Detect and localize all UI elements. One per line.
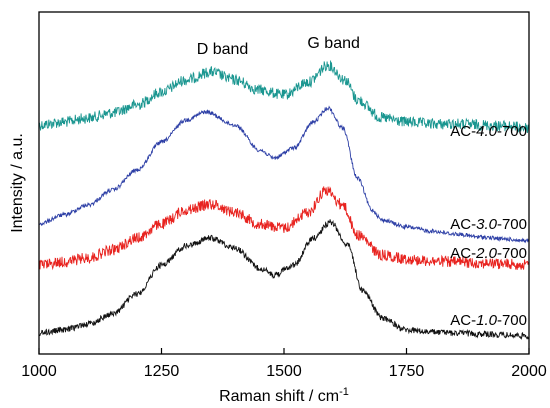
series-label: AC-4.0-700 [450,123,527,140]
series-label-prefix: AC- [450,216,476,233]
series-line [38,186,530,271]
series-label-suffix: -700 [497,216,527,233]
series-label-prefix: AC- [450,312,476,329]
x-axis-ticks: 1000 1250 1500 1750 2000 [21,348,547,380]
x-tick-label: 1250 [144,363,180,380]
series-label-number: 4.0 [476,123,498,140]
series-line [38,105,530,244]
g-band-annotation: G band [307,35,359,52]
series-label-suffix: -700 [497,245,527,262]
series-label-suffix: -700 [497,312,527,329]
series-line [38,219,530,341]
series-label: AC-1.0-700 [450,312,527,329]
series-label-number: 1.0 [476,312,498,329]
x-tick-label: 1000 [21,363,57,380]
x-tick-label: 1500 [266,363,302,380]
y-axis-title: Intensity / a.u. [9,133,26,233]
series-label: AC-3.0-700 [450,216,527,233]
series-line [38,60,530,133]
series-label-number: 2.0 [475,245,498,262]
d-band-annotation: D band [197,41,249,58]
x-tick-label: 2000 [511,363,547,380]
plot-frame [38,11,530,355]
x-axis-title-superscript: -1 [339,386,349,398]
series-layer [38,60,530,341]
x-axis-title: Raman shift / cm-1 [219,386,349,405]
series-label: AC-2.0-700 [450,245,527,262]
series-label-suffix: -700 [497,123,527,140]
series-label-number: 3.0 [476,216,498,233]
x-tick-label: 1750 [389,363,425,380]
series-label-prefix: AC- [450,245,476,262]
x-axis-title-text: Raman shift / cm [219,388,339,405]
series-label-prefix: AC- [450,123,476,140]
